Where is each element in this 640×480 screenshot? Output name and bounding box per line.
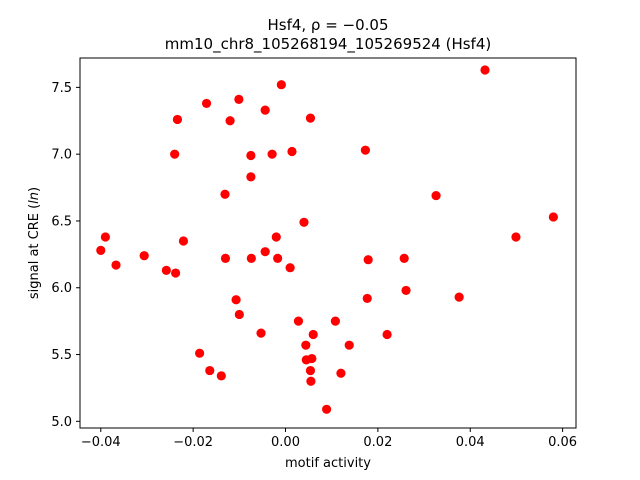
data-point (260, 105, 270, 115)
data-point (178, 236, 189, 246)
y-tick-label: 7.0 (51, 148, 72, 163)
data-point (480, 65, 490, 75)
data-point (399, 253, 409, 263)
chart-title: Hsf4, ρ = −0.05 (267, 16, 388, 34)
data-point (330, 316, 340, 326)
plot-frame (79, 57, 577, 429)
y-tick-label: 5.5 (51, 348, 72, 363)
y-tick-label: 7.5 (51, 81, 72, 96)
data-point (225, 116, 235, 126)
data-point (172, 114, 183, 125)
data-point (201, 98, 212, 109)
data-point (305, 365, 316, 376)
data-point (360, 145, 371, 155)
data-point (216, 371, 226, 381)
data-point (220, 189, 230, 199)
y-tick-label: 6.0 (51, 281, 72, 296)
data-point (276, 80, 286, 90)
data-point (308, 329, 318, 340)
data-point (260, 247, 270, 257)
x-tick-label: 0.06 (548, 435, 577, 450)
x-tick-label: −0.02 (173, 435, 213, 450)
x-axis-ticks: −0.04 −0.02 0.00 0.02 0.04 0.06 (81, 428, 577, 450)
data-points (96, 65, 558, 414)
data-point (234, 94, 244, 105)
data-point (299, 217, 309, 227)
data-point (362, 293, 372, 304)
data-point (96, 245, 106, 255)
data-point (306, 376, 316, 386)
data-point (454, 292, 464, 302)
data-point (431, 190, 441, 201)
data-point (293, 316, 304, 326)
data-point (195, 348, 205, 358)
data-point (287, 146, 297, 157)
data-point (271, 232, 281, 242)
y-axis-label: signal at CRE (ln) (27, 187, 42, 299)
x-tick-label: 0.02 (363, 435, 392, 450)
data-point (205, 365, 215, 376)
data-point (273, 253, 283, 263)
data-point (307, 353, 317, 364)
data-point (139, 251, 149, 261)
data-point (246, 253, 256, 263)
data-point (161, 265, 171, 275)
data-point (234, 309, 244, 320)
data-point (382, 329, 392, 340)
data-point (231, 295, 241, 305)
data-point (111, 260, 121, 270)
data-point (322, 404, 332, 414)
data-point (171, 268, 181, 278)
y-tick-label: 6.5 (51, 214, 72, 229)
data-point (305, 113, 316, 123)
data-point (246, 172, 256, 182)
data-point (301, 340, 311, 350)
data-point (548, 212, 558, 222)
chart-subtitle: mm10_chr8_105268194_105269524 (Hsf4) (165, 35, 491, 54)
data-point (267, 149, 277, 159)
data-point (220, 253, 231, 263)
x-tick-label: 0.04 (456, 435, 485, 450)
data-point (401, 285, 411, 296)
data-point (246, 150, 256, 161)
data-point (100, 232, 110, 242)
data-point (170, 149, 180, 159)
y-axis-ticks: 5.0 5.5 6.0 6.5 7.0 7.5 (51, 81, 80, 430)
x-tick-label: 0.00 (271, 435, 300, 450)
data-point (363, 255, 373, 265)
x-tick-label: −0.04 (81, 435, 121, 450)
data-point (256, 328, 266, 338)
data-point (344, 340, 354, 350)
data-point (511, 232, 521, 242)
data-point (336, 368, 346, 378)
x-axis-label: motif activity (285, 456, 371, 471)
y-tick-label: 5.0 (51, 415, 72, 430)
data-point (285, 263, 295, 273)
